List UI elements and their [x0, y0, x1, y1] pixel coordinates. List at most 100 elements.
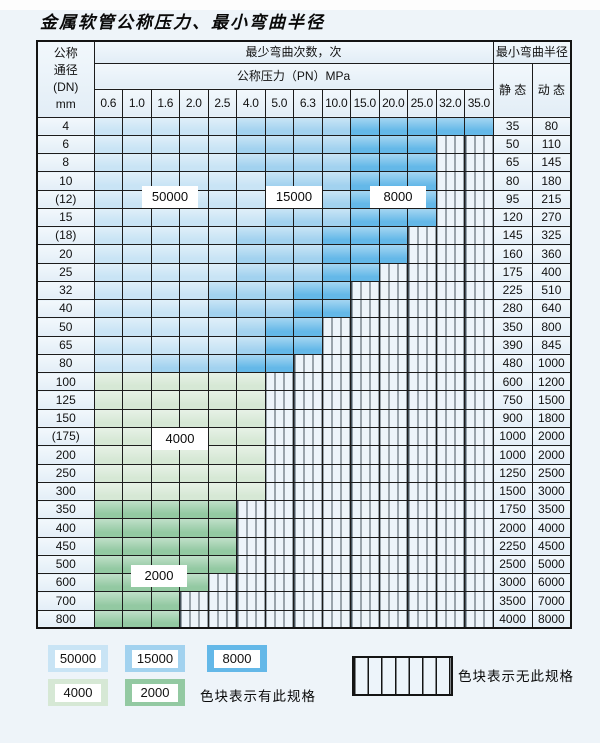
spec-cell: [150, 353, 180, 374]
no-spec-cell: [236, 591, 266, 611]
no-spec-cell: [378, 353, 408, 374]
dynamic-radius-cell: 845: [531, 335, 572, 355]
spec-cell: [207, 518, 237, 538]
no-spec-cell: [293, 372, 323, 392]
pressure-column-header: 25.0: [407, 88, 437, 118]
no-spec-cell: [464, 189, 494, 209]
spec-cell: [321, 207, 351, 228]
no-spec-cell: [321, 390, 351, 410]
no-spec-cell: [407, 299, 437, 319]
no-spec-cell: [435, 427, 465, 447]
no-spec-cell: [350, 408, 380, 429]
dynamic-radius-cell: 8000: [531, 609, 572, 629]
spec-cell: [236, 408, 266, 429]
spec-cell: [321, 226, 351, 246]
no-spec-cell: [264, 445, 294, 465]
pressure-column-header: 4.0: [236, 88, 266, 118]
dn-value-cell: 350: [36, 500, 95, 520]
no-spec-cell: [464, 244, 494, 264]
no-spec-cell: [435, 408, 465, 429]
legend-swatch-label: 2000: [132, 683, 178, 702]
spec-cell: [122, 445, 152, 465]
legend-swatch-2000: 2000: [125, 679, 185, 706]
spec-cell: [207, 481, 237, 502]
no-spec-cell: [378, 500, 408, 520]
dn-value-cell: 500: [36, 554, 95, 575]
dn-value-cell: 150: [36, 408, 95, 429]
spec-cell: [122, 335, 152, 355]
spec-cell: [236, 353, 266, 374]
no-spec-cell: [207, 609, 237, 629]
spec-cell: [93, 153, 123, 173]
no-spec-cell: [293, 573, 323, 593]
dynamic-column-header: 动 态: [531, 62, 572, 118]
spec-cell: [122, 353, 152, 374]
table-row: 200 1000 2000: [36, 445, 572, 465]
no-spec-cell: [321, 317, 351, 337]
spec-cell: [179, 408, 209, 429]
spec-cell: [407, 171, 437, 191]
no-spec-cell: [407, 408, 437, 429]
spec-cell: [93, 335, 123, 355]
dynamic-radius-cell: 325: [531, 226, 572, 246]
spec-cell: [122, 463, 152, 483]
dynamic-radius-cell: 1000: [531, 353, 572, 374]
spec-cell: [150, 372, 180, 392]
static-radius-cell: 4000: [492, 609, 533, 629]
dynamic-radius-cell: 400: [531, 262, 572, 282]
no-spec-cell: [321, 536, 351, 556]
no-spec-cell: [321, 481, 351, 502]
no-spec-cell: [464, 609, 494, 629]
spec-cell: [150, 116, 180, 136]
legend-swatch-50000: 50000: [48, 645, 108, 672]
no-spec-cell: [407, 481, 437, 502]
table-row: 450 2250 4500: [36, 536, 572, 556]
no-spec-cell: [350, 335, 380, 355]
spec-cell: [207, 207, 237, 228]
spec-cell: [236, 280, 266, 301]
dynamic-radius-cell: 145: [531, 153, 572, 173]
dn-value-cell: 25: [36, 262, 95, 282]
static-radius-cell: 600: [492, 372, 533, 392]
spec-cell: [350, 171, 380, 191]
no-spec-cell: [321, 408, 351, 429]
no-spec-cell: [407, 554, 437, 575]
dynamic-radius-cell: 1500: [531, 390, 572, 410]
dn-value-cell: 20: [36, 244, 95, 264]
spec-cell: [93, 299, 123, 319]
no-spec-cell: [264, 372, 294, 392]
static-radius-cell: 80: [492, 171, 533, 191]
spec-cell: [207, 280, 237, 301]
no-spec-cell: [435, 609, 465, 629]
spec-cell: [293, 262, 323, 282]
table-row: 4 35 80: [36, 116, 572, 136]
spec-cell: [350, 207, 380, 228]
no-spec-cell: [435, 481, 465, 502]
dn-value-cell: 125: [36, 390, 95, 410]
dynamic-radius-cell: 6000: [531, 573, 572, 593]
no-spec-cell: [435, 500, 465, 520]
spec-cell: [350, 262, 380, 282]
no-spec-cell: [321, 591, 351, 611]
spec-cell: [179, 335, 209, 355]
spec-cell: [122, 207, 152, 228]
no-spec-cell: [435, 554, 465, 575]
spec-cell: [179, 153, 209, 173]
spec-cell: [264, 226, 294, 246]
legend-hatch-swatch: [352, 656, 453, 696]
pressure-column-header: 20.0: [378, 88, 408, 118]
table-row: 350 1750 3500: [36, 500, 572, 520]
table-row: 20 160 360: [36, 244, 572, 264]
no-spec-cell: [464, 153, 494, 173]
dynamic-radius-cell: 2500: [531, 463, 572, 483]
no-spec-cell: [464, 207, 494, 228]
no-spec-cell: [264, 481, 294, 502]
table-row: 400 2000 4000: [36, 518, 572, 538]
no-spec-cell: [293, 554, 323, 575]
spec-cell: [150, 500, 180, 520]
no-spec-cell: [350, 372, 380, 392]
spec-cell: [236, 171, 266, 191]
no-spec-cell: [293, 609, 323, 629]
spec-cell: [93, 244, 123, 264]
